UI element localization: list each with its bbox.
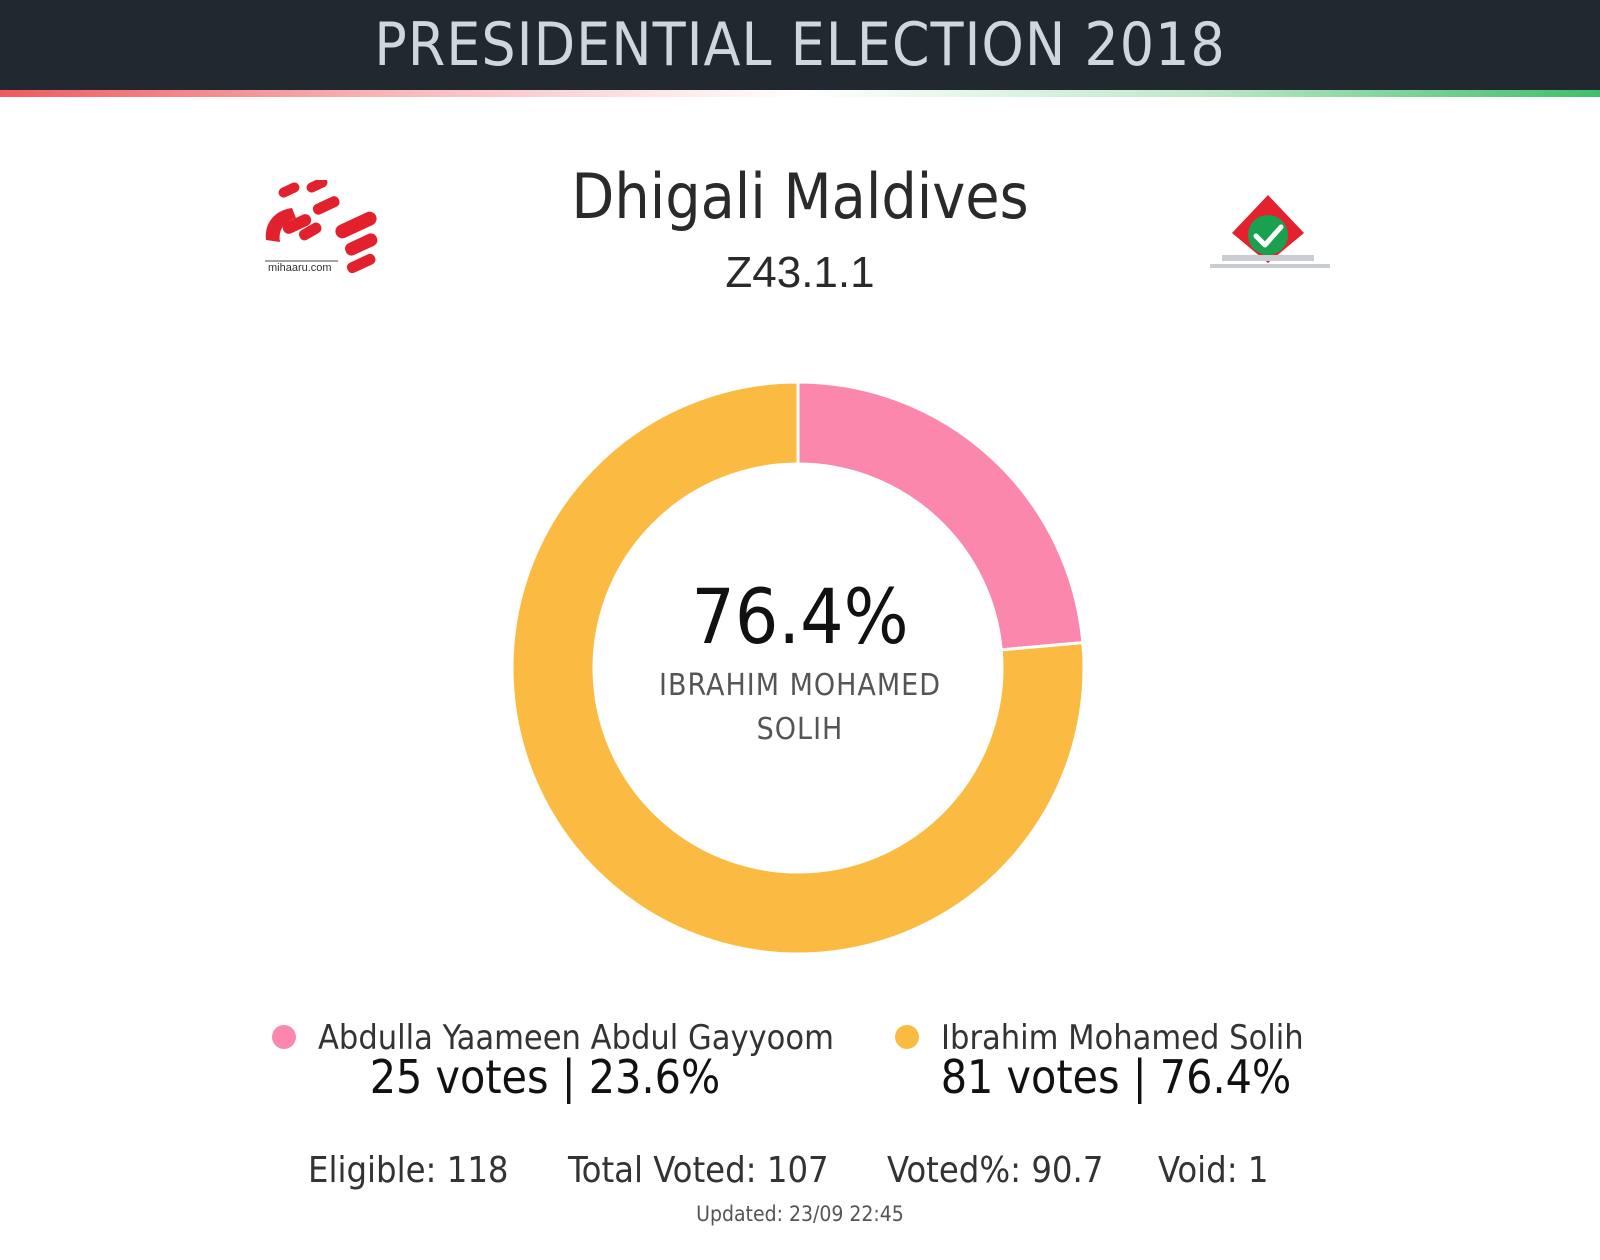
legend-label-yameen: Abdulla Yaameen Abdul Gayyoom (318, 1018, 834, 1058)
leading-candidate-name: IBRAHIM MOHAMED SOLIH (659, 668, 941, 747)
legend-item-solih: Ibrahim Mohamed Solih (895, 1018, 1304, 1058)
page-title: PRESIDENTIAL ELECTION 2018 (374, 10, 1226, 80)
legend-item-yameen: Abdulla Yaameen Abdul Gayyoom (272, 1018, 834, 1058)
stat-void: Void: 1 (1158, 1150, 1269, 1191)
accent-stripe (0, 90, 1600, 97)
stat-total-voted: Total Voted: 107 (568, 1150, 829, 1191)
ballot-box-check-icon (1210, 193, 1335, 273)
votes-solih: 81 votes | 76.4% (940, 1050, 1292, 1104)
stat-voted-percent: Voted%: 90.7 (887, 1150, 1104, 1191)
mihaaru-logo-icon (262, 177, 392, 285)
donut-slice-solih (510, 380, 1086, 956)
donut-chart (510, 380, 1086, 956)
legend-label-solih: Ibrahim Mohamed Solih (941, 1018, 1304, 1058)
mihaaru-logo-text: mihaaru.com (268, 262, 332, 274)
donut-slice-yameen (796, 380, 1085, 652)
legend-dot-yameen (272, 1024, 296, 1049)
votes-yameen: 25 votes | 23.6% (369, 1050, 721, 1104)
leading-percentage: 76.4% (691, 572, 909, 661)
region-code: Z43.1.1 (725, 248, 875, 297)
stat-eligible: Eligible: 118 (308, 1150, 509, 1191)
region-name: Dhigali Maldives (571, 160, 1029, 233)
legend-dot-solih (895, 1024, 919, 1049)
header-bar (0, 0, 1600, 90)
updated-timestamp: Updated: 23/09 22:45 (696, 1202, 904, 1226)
